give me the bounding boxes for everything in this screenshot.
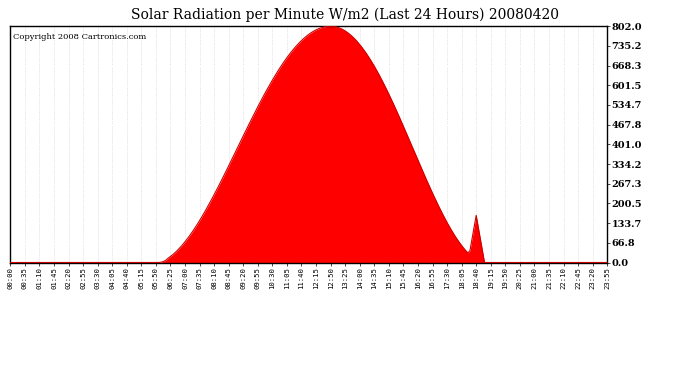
Text: Copyright 2008 Cartronics.com: Copyright 2008 Cartronics.com: [13, 33, 146, 41]
Text: Solar Radiation per Minute W/m2 (Last 24 Hours) 20080420: Solar Radiation per Minute W/m2 (Last 24…: [131, 8, 559, 22]
